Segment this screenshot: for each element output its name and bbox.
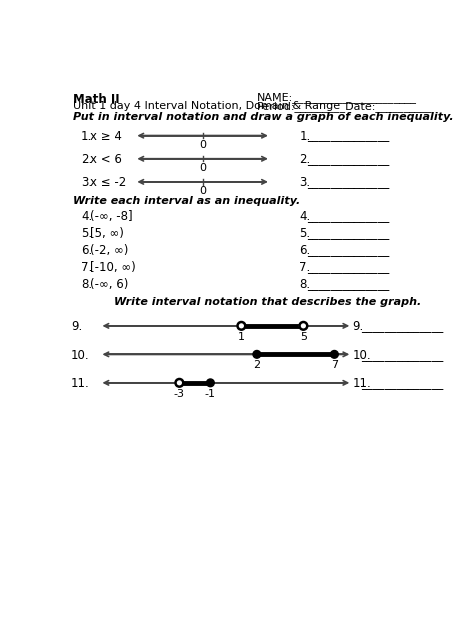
Text: ______________: ______________ <box>362 321 444 333</box>
Text: 7: 7 <box>331 360 338 370</box>
Text: 0: 0 <box>199 139 206 149</box>
Text: (-∞, -8]: (-∞, -8] <box>90 210 133 224</box>
Text: 8.: 8. <box>300 278 310 291</box>
Circle shape <box>207 379 214 387</box>
Text: ______________: ______________ <box>362 349 444 362</box>
Text: 9.: 9. <box>71 321 82 333</box>
Text: 5: 5 <box>300 332 307 342</box>
Text: 3.: 3. <box>81 176 92 189</box>
Text: 2: 2 <box>253 360 260 370</box>
Text: 6.: 6. <box>81 244 92 257</box>
Text: 0: 0 <box>199 163 206 173</box>
Text: -3: -3 <box>174 389 185 399</box>
Text: Put in interval notation and draw a graph of each inequality.: Put in interval notation and draw a grap… <box>73 112 454 122</box>
Text: 10.: 10. <box>352 349 371 362</box>
Text: 1.: 1. <box>300 130 311 142</box>
Text: Write interval notation that describes the graph.: Write interval notation that describes t… <box>113 297 421 307</box>
Text: 9.: 9. <box>352 321 364 333</box>
Text: ______________: ______________ <box>307 261 390 274</box>
Text: 2.: 2. <box>81 152 92 166</box>
Text: (-2, ∞): (-2, ∞) <box>90 244 128 257</box>
Text: [-10, ∞): [-10, ∞) <box>90 261 136 274</box>
Text: 5.: 5. <box>81 227 92 240</box>
Text: ______________: ______________ <box>362 377 444 391</box>
Text: 6.: 6. <box>300 244 311 257</box>
Circle shape <box>253 350 261 358</box>
Text: (-∞, 6): (-∞, 6) <box>90 278 128 291</box>
Text: NAME:______________________: NAME:______________________ <box>257 93 417 103</box>
Text: 8.: 8. <box>81 278 92 291</box>
Text: -1: -1 <box>205 389 216 399</box>
Text: 7.: 7. <box>300 261 311 274</box>
Text: x ≥ 4: x ≥ 4 <box>90 130 122 142</box>
Text: 5.: 5. <box>300 227 310 240</box>
Text: 2.: 2. <box>300 152 311 166</box>
Text: 1.: 1. <box>81 130 92 142</box>
Text: 4.: 4. <box>81 210 92 224</box>
Text: ______________: ______________ <box>307 130 390 142</box>
Text: 3.: 3. <box>300 176 310 189</box>
Circle shape <box>237 322 245 329</box>
Text: ______________: ______________ <box>307 278 390 291</box>
Text: Math II: Math II <box>73 93 120 106</box>
Text: ______________: ______________ <box>307 176 390 189</box>
Text: 1: 1 <box>238 332 245 342</box>
Text: x ≤ -2: x ≤ -2 <box>90 176 127 189</box>
Text: ______________: ______________ <box>307 227 390 240</box>
Text: ______________: ______________ <box>307 152 390 166</box>
Text: Period:_________Date:__________: Period:_________Date:__________ <box>257 101 432 112</box>
Text: 11.: 11. <box>352 377 371 391</box>
Text: 11.: 11. <box>71 377 90 391</box>
Text: Write each interval as an inequality.: Write each interval as an inequality. <box>73 197 301 207</box>
Text: [5, ∞): [5, ∞) <box>90 227 124 240</box>
Text: ______________: ______________ <box>307 210 390 224</box>
Text: 4.: 4. <box>300 210 311 224</box>
Circle shape <box>300 322 307 329</box>
Text: Unit 1 day 4 Interval Notation, Domain & Range: Unit 1 day 4 Interval Notation, Domain &… <box>73 101 340 111</box>
Text: 7.: 7. <box>81 261 92 274</box>
Circle shape <box>330 350 338 358</box>
Text: 10.: 10. <box>71 349 90 362</box>
Text: x < 6: x < 6 <box>90 152 122 166</box>
Circle shape <box>175 379 183 387</box>
Text: ______________: ______________ <box>307 244 390 257</box>
Text: 0: 0 <box>199 186 206 196</box>
